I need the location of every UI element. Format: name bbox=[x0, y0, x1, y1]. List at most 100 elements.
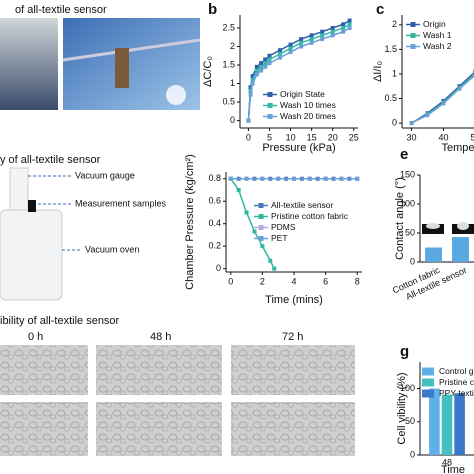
legend-label: Origin State bbox=[280, 89, 325, 99]
point bbox=[254, 72, 259, 77]
legend-marker bbox=[258, 203, 264, 208]
legend-marker bbox=[267, 92, 273, 97]
point bbox=[441, 101, 446, 106]
point bbox=[288, 42, 293, 47]
y-tick-label: 0 bbox=[392, 117, 397, 127]
legend-marker bbox=[267, 114, 273, 119]
y-tick-label: 0 bbox=[410, 256, 415, 266]
legend-label: Wash 2 bbox=[423, 41, 452, 51]
legend-swatch bbox=[422, 389, 434, 398]
point bbox=[323, 176, 328, 181]
bar bbox=[452, 237, 469, 262]
legend-marker bbox=[258, 236, 264, 241]
y-axis-label: Contact angle (°) bbox=[394, 177, 406, 260]
x-tick-label: 6 bbox=[323, 276, 328, 286]
point bbox=[341, 25, 346, 30]
point bbox=[330, 25, 335, 30]
point bbox=[288, 50, 293, 55]
bar bbox=[425, 247, 442, 262]
panel-letter: b bbox=[208, 1, 217, 18]
point bbox=[250, 74, 255, 79]
point bbox=[267, 61, 272, 66]
point bbox=[347, 18, 352, 23]
point bbox=[299, 37, 304, 42]
point bbox=[347, 22, 352, 27]
point bbox=[409, 121, 414, 126]
label: Vacuum oven bbox=[85, 244, 139, 254]
legend-marker bbox=[410, 33, 416, 38]
point bbox=[320, 33, 325, 38]
point bbox=[341, 29, 346, 34]
y-tick-label: 0.5 bbox=[384, 93, 397, 103]
legend-marker bbox=[267, 103, 273, 108]
point bbox=[254, 64, 259, 69]
label: Vacuum gauge bbox=[75, 170, 135, 180]
sample bbox=[28, 200, 36, 212]
sensor-sample bbox=[115, 48, 129, 88]
point bbox=[236, 187, 241, 192]
bar bbox=[454, 393, 465, 455]
panel-letter: g bbox=[400, 343, 409, 360]
y-tick-label: 0.5 bbox=[222, 96, 235, 106]
x-tick-label: 48 bbox=[442, 457, 452, 467]
legend-marker bbox=[410, 44, 416, 49]
point bbox=[263, 64, 268, 69]
point bbox=[267, 53, 272, 58]
x-tick-label: 40 bbox=[438, 132, 448, 142]
point bbox=[250, 77, 255, 82]
point bbox=[228, 176, 233, 181]
x-tick-label: 30 bbox=[407, 132, 417, 142]
y-tick-label: 150 bbox=[400, 169, 415, 179]
point bbox=[260, 244, 265, 249]
panel-letter: e bbox=[400, 146, 408, 163]
point bbox=[341, 22, 346, 27]
y-tick-label: 2 bbox=[230, 41, 235, 51]
y-tick-label: 1.5 bbox=[384, 44, 397, 54]
droplet bbox=[426, 223, 440, 229]
y-tick-label: 100 bbox=[400, 198, 415, 208]
label: Measurement samples bbox=[75, 198, 167, 208]
legend-label: Pristine cott bbox=[439, 377, 474, 387]
x-tick-label: 8 bbox=[355, 276, 360, 286]
photo-stirrer bbox=[0, 18, 58, 110]
point bbox=[259, 61, 264, 66]
oven bbox=[0, 209, 63, 301]
y-tick-label: 0 bbox=[410, 449, 415, 459]
point bbox=[299, 40, 304, 45]
point bbox=[276, 176, 281, 181]
time-label: 72 h bbox=[282, 331, 303, 343]
series-line bbox=[411, 75, 474, 124]
series-line bbox=[411, 74, 474, 124]
legend-label: Origin bbox=[423, 19, 446, 29]
point bbox=[425, 113, 430, 118]
x-tick-label: 5 bbox=[267, 132, 272, 142]
legend-label: Pristine cotton fabric bbox=[271, 211, 349, 221]
legend-label: PDMS bbox=[271, 222, 296, 232]
rope bbox=[62, 38, 201, 62]
micrograph bbox=[231, 402, 355, 456]
x-tick-label: 4 bbox=[291, 276, 296, 286]
point bbox=[259, 64, 264, 69]
point bbox=[244, 176, 249, 181]
point bbox=[254, 68, 259, 73]
x-tick-label: 15 bbox=[307, 132, 317, 142]
y-tick-label: 0 bbox=[216, 263, 221, 273]
y-tick-label: 0.6 bbox=[208, 196, 221, 206]
point bbox=[248, 92, 253, 97]
legend-marker bbox=[258, 225, 264, 230]
bar bbox=[429, 388, 440, 455]
legend-label: Wash 10 times bbox=[280, 100, 336, 110]
y-tick-label: 0.2 bbox=[208, 241, 221, 251]
point bbox=[347, 25, 352, 30]
panel-letter: c bbox=[376, 1, 384, 18]
micrograph bbox=[96, 402, 222, 456]
y-tick-label: 1.5 bbox=[222, 59, 235, 69]
point bbox=[278, 51, 283, 56]
micrograph bbox=[0, 345, 88, 395]
point bbox=[259, 68, 264, 73]
sun bbox=[166, 85, 186, 105]
micrograph bbox=[96, 345, 222, 395]
point bbox=[268, 258, 273, 263]
y-tick-label: 50 bbox=[405, 416, 415, 426]
